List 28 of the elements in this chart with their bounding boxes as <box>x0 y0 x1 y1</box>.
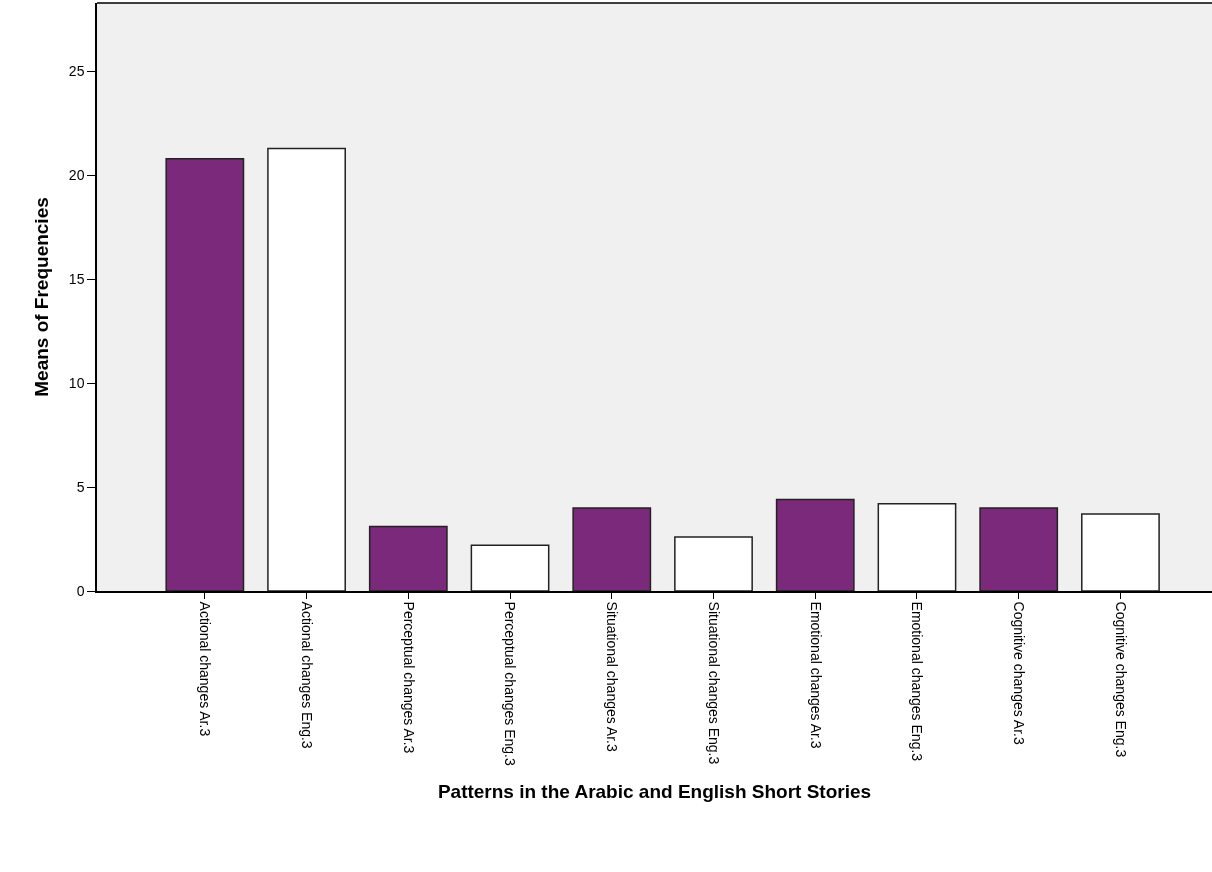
x-axis-title: Patterns in the Arabic and English Short Stories <box>437 781 872 803</box>
x-tick-label: Actional changes Ar.3 <box>197 601 214 737</box>
bar <box>470 544 550 591</box>
y-axis-title: Means of Frequencies <box>31 197 53 397</box>
x-tick-label: Emotional changes Eng.3 <box>909 601 926 762</box>
y-tick-label: 25 <box>68 63 85 80</box>
bar <box>1081 513 1160 591</box>
y-tick-label: 10 <box>68 375 85 392</box>
bar <box>979 507 1059 591</box>
x-tick-label: Cognitive changes Ar.3 <box>1011 601 1028 745</box>
x-tick-label: Situational changes Ar.3 <box>604 601 621 752</box>
bar <box>572 507 652 591</box>
bar <box>877 502 957 591</box>
bar <box>674 536 753 591</box>
x-tick-label: Perceptual changes Ar.3 <box>400 601 417 754</box>
x-tick-label: Actional changes Eng.3 <box>299 601 316 749</box>
x-tick-label: Cognitive changes Eng.3 <box>1112 601 1129 758</box>
bar <box>165 158 245 591</box>
x-tick-label: Situational changes Eng.3 <box>705 601 722 765</box>
y-tick-label: 5 <box>76 479 85 496</box>
y-tick-label: 15 <box>68 271 85 288</box>
bar <box>775 498 855 591</box>
x-tick-label: Emotional changes Ar.3 <box>807 601 824 749</box>
y-tick-label: 20 <box>68 167 85 184</box>
bar <box>368 525 448 591</box>
x-tick-label: Perceptual changes Eng.3 <box>502 601 519 766</box>
bar <box>267 147 346 591</box>
y-tick-label: 0 <box>76 582 85 599</box>
